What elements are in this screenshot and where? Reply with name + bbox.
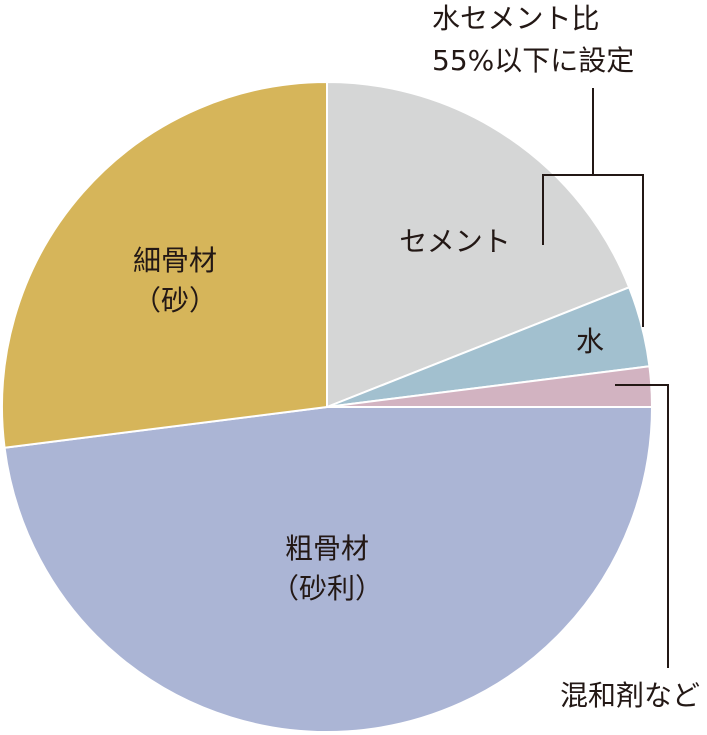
annotation: 水セメント比 — [432, 2, 599, 35]
slice-label: （砂） — [133, 284, 217, 317]
slice-label: セメント — [399, 225, 510, 258]
pie — [1, 80, 654, 733]
leader-line — [615, 384, 669, 668]
pie-slice — [3, 406, 654, 733]
pie-slice — [1, 80, 328, 449]
slice-label: （砂利） — [271, 572, 383, 605]
slice-label: 水 — [576, 325, 604, 358]
slice-label: 粗骨材 — [285, 532, 369, 565]
slice-label: 混和剤など — [560, 679, 700, 712]
bracket-leader — [542, 88, 644, 327]
annotation: 55%以下に設定 — [432, 44, 634, 77]
slice-label: 細骨材 — [133, 244, 217, 277]
pie-slice — [326, 80, 631, 409]
